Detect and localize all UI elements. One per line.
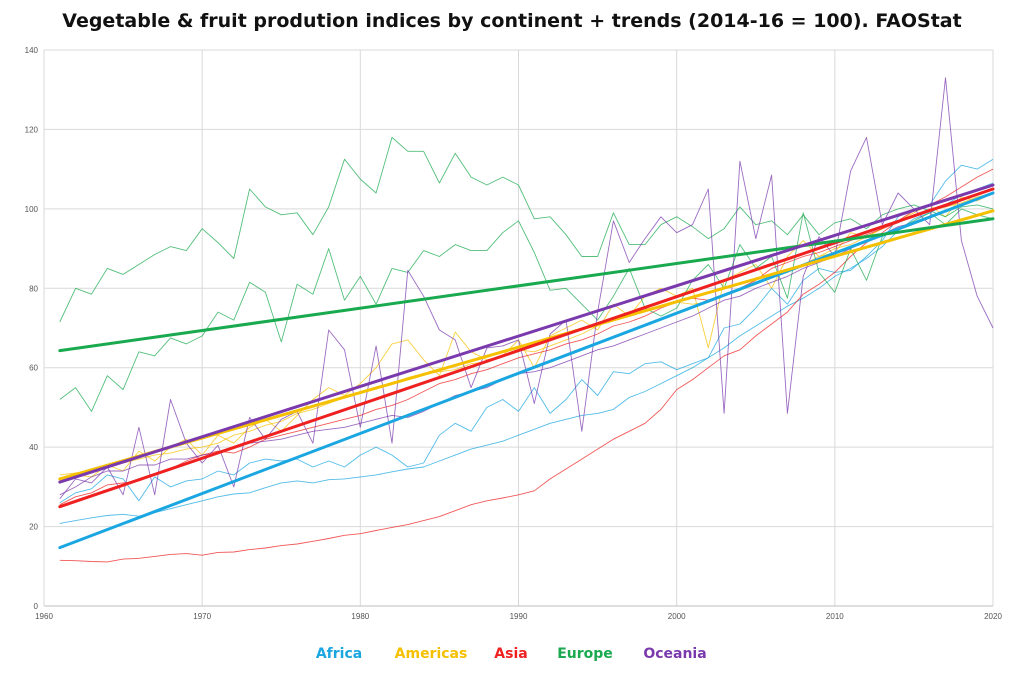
legend-item-oceania: Oceania [643,646,706,662]
y-tick-label: 40 [29,443,38,452]
x-tick-label: 1970 [193,612,211,621]
series-line-africa [59,182,994,524]
x-tick-label: 2000 [668,612,686,621]
series-line-africa [59,158,994,504]
x-tick-label: 2010 [826,612,844,621]
x-tick-label: 1960 [35,612,53,621]
trend-line-africa [58,191,995,550]
series-lines [59,77,994,563]
y-tick-label: 20 [29,523,38,532]
y-tick-label: 140 [25,46,39,55]
legend-item-africa: Africa [316,646,362,662]
series-line-americas [59,192,994,476]
legend-item-asia: Asia [494,646,527,662]
series-line-europe [59,208,994,412]
y-tick-label: 0 [34,602,39,611]
x-tick-label: 1990 [510,612,528,621]
grid [44,49,994,606]
trend-line-oceania [58,183,995,484]
y-tick-label: 80 [29,284,38,293]
trend-lines [58,183,995,550]
axes: 0 20 40 60 80 100 120 140 1960 1970 1980 1990 2000 20… [25,46,1003,621]
legend: Africa Americas Asia Europe Oceania [316,646,707,662]
legend-item-europe: Europe [557,646,613,662]
y-tick-label: 60 [29,364,38,373]
chart-title: Vegetable & fruit prodution indices by c… [62,10,962,32]
series-line-americas [59,192,994,480]
series-line-asia [59,188,994,506]
series-line-europe [59,136,994,323]
series-line-asia [59,168,994,563]
y-tick-label: 120 [25,125,39,134]
legend-item-americas: Americas [395,646,468,662]
x-tick-label: 1980 [351,612,369,621]
trend-line-europe [58,217,995,353]
trend-line-americas [58,209,995,481]
x-tick-label: 2020 [984,612,1002,621]
y-tick-label: 100 [25,205,39,214]
